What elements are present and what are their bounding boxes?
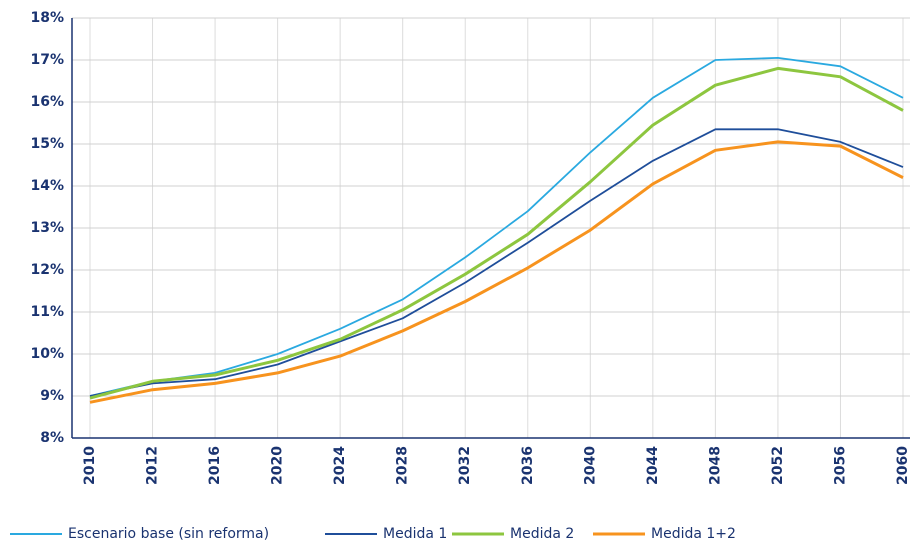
x-tick-label: 2024 — [332, 446, 348, 485]
y-tick-label: 18% — [30, 10, 64, 26]
y-tick-label: 15% — [30, 136, 64, 152]
x-tick-label: 2040 — [582, 446, 598, 485]
y-tick-label: 14% — [30, 178, 64, 194]
x-tick-label: 2052 — [770, 446, 786, 485]
y-tick-label: 11% — [30, 304, 64, 320]
x-tick-label: 2048 — [707, 446, 723, 485]
x-tick-label: 2060 — [895, 446, 911, 485]
x-tick-label: 2012 — [145, 446, 161, 485]
y-tick-label: 8% — [40, 430, 64, 446]
y-tick-label: 10% — [30, 346, 64, 362]
legend-label: Escenario base (sin reforma) — [68, 526, 269, 542]
x-tick-label: 2044 — [645, 446, 661, 485]
y-tick-label: 17% — [30, 52, 64, 68]
x-tick-label: 2020 — [270, 446, 286, 485]
x-tick-label: 2032 — [457, 446, 473, 485]
y-tick-label: 16% — [30, 94, 64, 110]
x-tick-label: 2010 — [82, 446, 98, 485]
y-tick-label: 12% — [30, 262, 64, 278]
y-tick-label: 9% — [40, 388, 64, 404]
y-tick-label: 13% — [30, 220, 64, 236]
x-tick-label: 2016 — [207, 446, 223, 485]
series-line — [89, 57, 904, 397]
x-tick-label: 2028 — [395, 446, 411, 485]
x-tick-label: 2036 — [520, 446, 536, 485]
series-line — [89, 128, 904, 397]
legend-label: Medida 2 — [510, 526, 574, 542]
series-line — [89, 66, 904, 400]
x-tick-label: 2056 — [832, 446, 848, 485]
legend-label: Medida 1+2 — [651, 526, 736, 542]
series-line — [89, 140, 904, 404]
legend-label: Medida 1 — [383, 526, 447, 542]
